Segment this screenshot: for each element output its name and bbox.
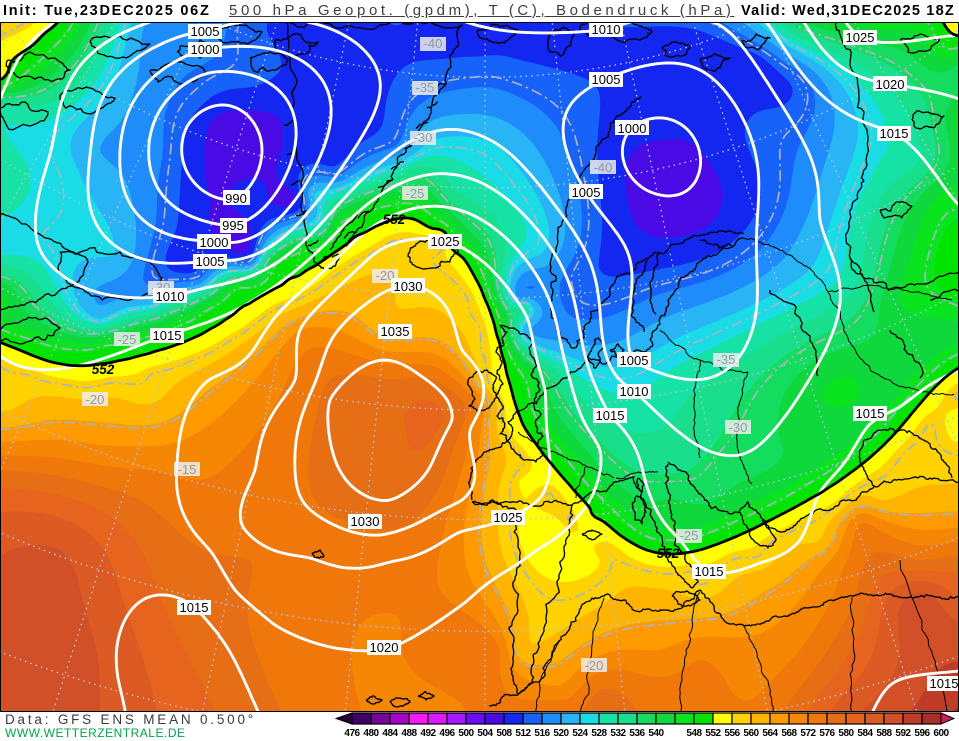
svg-text:1020: 1020: [370, 640, 399, 655]
svg-text:508: 508: [496, 728, 512, 739]
svg-text:1020: 1020: [876, 77, 905, 92]
svg-text:1010: 1010: [156, 289, 185, 304]
svg-text:995: 995: [222, 218, 244, 233]
svg-text:512: 512: [515, 728, 531, 739]
svg-text:576: 576: [819, 728, 835, 739]
svg-text:-15: -15: [178, 462, 197, 477]
svg-text:1025: 1025: [494, 510, 523, 525]
svg-text:540: 540: [648, 728, 664, 739]
svg-text:-20: -20: [585, 658, 604, 673]
svg-text:528: 528: [591, 728, 607, 739]
svg-text:1005: 1005: [191, 24, 220, 39]
svg-text:1005: 1005: [572, 185, 601, 200]
svg-text:524: 524: [572, 728, 588, 739]
svg-text:552: 552: [705, 728, 721, 739]
svg-text:520: 520: [553, 728, 569, 739]
svg-text:580: 580: [838, 728, 854, 739]
svg-text:1025: 1025: [431, 234, 460, 249]
svg-text:480: 480: [363, 728, 379, 739]
svg-text:564: 564: [762, 728, 778, 739]
svg-text:560: 560: [743, 728, 759, 739]
svg-text:496: 496: [439, 728, 455, 739]
svg-text:-25: -25: [406, 186, 425, 201]
svg-text:568: 568: [781, 728, 797, 739]
svg-text:596: 596: [914, 728, 930, 739]
svg-text:1010: 1010: [592, 22, 621, 37]
svg-text:588: 588: [876, 728, 892, 739]
svg-text:1030: 1030: [394, 279, 423, 294]
svg-text:500: 500: [458, 728, 474, 739]
svg-text:1005: 1005: [592, 72, 621, 87]
svg-text:476: 476: [344, 728, 360, 739]
svg-text:552: 552: [383, 212, 406, 227]
svg-text:-25: -25: [680, 528, 699, 543]
svg-text:600: 600: [933, 728, 949, 739]
svg-text:1010: 1010: [620, 384, 649, 399]
svg-text:-30: -30: [729, 420, 748, 435]
svg-text:-20: -20: [86, 392, 105, 407]
svg-text:1000: 1000: [200, 235, 229, 250]
svg-text:1015: 1015: [695, 564, 724, 579]
svg-text:990: 990: [225, 191, 247, 206]
svg-text:504: 504: [477, 728, 493, 739]
svg-text:552: 552: [92, 362, 115, 377]
svg-text:1015: 1015: [596, 408, 625, 423]
svg-text:492: 492: [420, 728, 436, 739]
svg-text:552: 552: [657, 546, 680, 561]
svg-text:-25: -25: [118, 332, 137, 347]
svg-text:1035: 1035: [381, 324, 410, 339]
svg-text:1015: 1015: [180, 600, 209, 615]
svg-text:1005: 1005: [196, 254, 225, 269]
svg-text:584: 584: [857, 728, 873, 739]
svg-text:-40: -40: [594, 160, 613, 175]
svg-text:1015: 1015: [856, 406, 885, 421]
svg-text:-40: -40: [424, 36, 443, 51]
svg-text:1015: 1015: [930, 676, 959, 691]
svg-text:556: 556: [724, 728, 740, 739]
svg-text:-20: -20: [376, 268, 395, 283]
svg-text:1005: 1005: [620, 353, 649, 368]
svg-text:-35: -35: [416, 80, 435, 95]
svg-text:-30: -30: [414, 130, 433, 145]
svg-text:548: 548: [686, 728, 702, 739]
svg-text:-35: -35: [717, 352, 736, 367]
svg-text:488: 488: [401, 728, 417, 739]
svg-text:1025: 1025: [846, 30, 875, 45]
svg-text:572: 572: [800, 728, 816, 739]
svg-text:1000: 1000: [191, 42, 220, 57]
svg-text:532: 532: [610, 728, 626, 739]
svg-text:592: 592: [895, 728, 911, 739]
svg-text:1015: 1015: [880, 126, 909, 141]
svg-text:1015: 1015: [153, 328, 182, 343]
svg-text:484: 484: [382, 728, 398, 739]
svg-text:516: 516: [534, 728, 550, 739]
svg-text:536: 536: [629, 728, 645, 739]
svg-text:1000: 1000: [618, 121, 647, 136]
svg-text:1030: 1030: [351, 514, 380, 529]
